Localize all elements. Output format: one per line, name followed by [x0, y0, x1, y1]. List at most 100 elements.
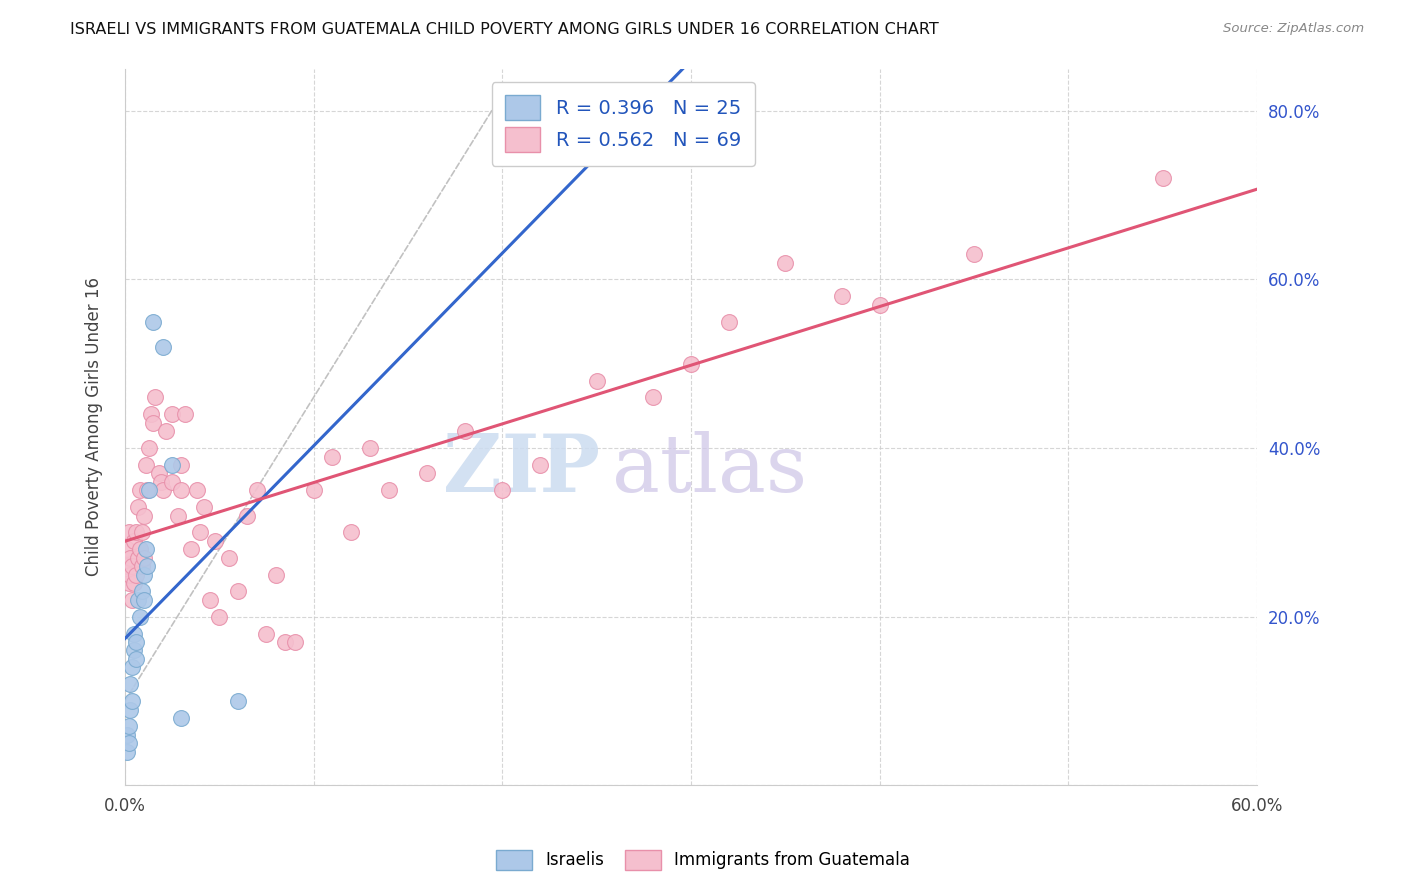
Point: [127, 550, 149, 565]
Point: [246, 483, 269, 498]
Point: [226, 694, 249, 708]
Point: [120, 550, 142, 565]
Point: [152, 483, 174, 498]
Point: [127, 593, 149, 607]
Point: [121, 559, 143, 574]
Legend: Israelis, Immigrants from Guatemala: Israelis, Immigrants from Guatemala: [489, 843, 917, 877]
Point: [585, 374, 607, 388]
Point: [963, 247, 986, 261]
Point: [129, 542, 152, 557]
Point: [869, 298, 891, 312]
Point: [775, 255, 797, 269]
Point: [254, 626, 277, 640]
Point: [117, 525, 139, 540]
Point: [142, 314, 165, 328]
Point: [160, 475, 183, 489]
Point: [136, 559, 159, 574]
Point: [170, 711, 193, 725]
Point: [115, 745, 138, 759]
Point: [135, 542, 157, 557]
Point: [302, 483, 325, 498]
Point: [218, 550, 240, 565]
Point: [117, 719, 139, 733]
Point: [453, 424, 475, 438]
Point: [204, 533, 226, 548]
Point: [138, 441, 160, 455]
Point: [131, 584, 153, 599]
Point: [129, 483, 152, 498]
Point: [125, 525, 148, 540]
Point: [160, 407, 183, 421]
Point: [166, 508, 188, 523]
Point: [131, 559, 153, 574]
Point: [274, 635, 297, 649]
Point: [135, 458, 157, 472]
Point: [378, 483, 401, 498]
Point: [170, 458, 193, 472]
Point: [193, 500, 215, 515]
Point: [340, 525, 363, 540]
Point: [125, 567, 148, 582]
Point: [529, 458, 551, 472]
Point: [117, 736, 139, 750]
Point: [226, 584, 249, 599]
Point: [1152, 171, 1174, 186]
Point: [491, 483, 513, 498]
Point: [131, 525, 153, 540]
Point: [129, 609, 152, 624]
Point: [284, 635, 307, 649]
Point: [186, 483, 208, 498]
Point: [174, 407, 197, 421]
Legend: R = 0.396   N = 25, R = 0.562   N = 69: R = 0.396 N = 25, R = 0.562 N = 69: [492, 82, 755, 166]
Point: [264, 567, 287, 582]
Point: [717, 314, 740, 328]
Point: [188, 525, 211, 540]
Point: [132, 593, 155, 607]
Point: [149, 475, 172, 489]
Point: [120, 567, 142, 582]
Point: [831, 289, 853, 303]
Point: [115, 559, 138, 574]
Point: [136, 483, 159, 498]
Point: [115, 728, 138, 742]
Point: [117, 576, 139, 591]
Point: [359, 441, 381, 455]
Point: [236, 508, 259, 523]
Point: [643, 391, 665, 405]
Text: atlas: atlas: [612, 431, 807, 509]
Point: [122, 576, 145, 591]
Point: [122, 643, 145, 657]
Point: [679, 357, 702, 371]
Point: [120, 702, 142, 716]
Point: [152, 340, 174, 354]
Point: [127, 500, 149, 515]
Point: [141, 407, 163, 421]
Point: [125, 652, 148, 666]
Point: [142, 416, 165, 430]
Point: [132, 550, 155, 565]
Point: [121, 694, 143, 708]
Point: [148, 467, 170, 481]
Point: [198, 593, 221, 607]
Point: [122, 626, 145, 640]
Point: [321, 450, 343, 464]
Text: Source: ZipAtlas.com: Source: ZipAtlas.com: [1223, 22, 1364, 36]
Point: [121, 660, 143, 674]
Text: ZIP: ZIP: [443, 431, 600, 509]
Point: [121, 593, 143, 607]
Point: [138, 483, 160, 498]
Point: [160, 458, 183, 472]
Point: [122, 533, 145, 548]
Point: [155, 424, 177, 438]
Text: ISRAELI VS IMMIGRANTS FROM GUATEMALA CHILD POVERTY AMONG GIRLS UNDER 16 CORRELAT: ISRAELI VS IMMIGRANTS FROM GUATEMALA CHI…: [70, 22, 939, 37]
Point: [180, 542, 202, 557]
Point: [208, 609, 231, 624]
Point: [170, 483, 193, 498]
Point: [115, 542, 138, 557]
Point: [125, 635, 148, 649]
Point: [132, 567, 155, 582]
Y-axis label: Child Poverty Among Girls Under 16: Child Poverty Among Girls Under 16: [86, 277, 103, 576]
Point: [132, 508, 155, 523]
Point: [143, 391, 166, 405]
Point: [120, 677, 142, 691]
